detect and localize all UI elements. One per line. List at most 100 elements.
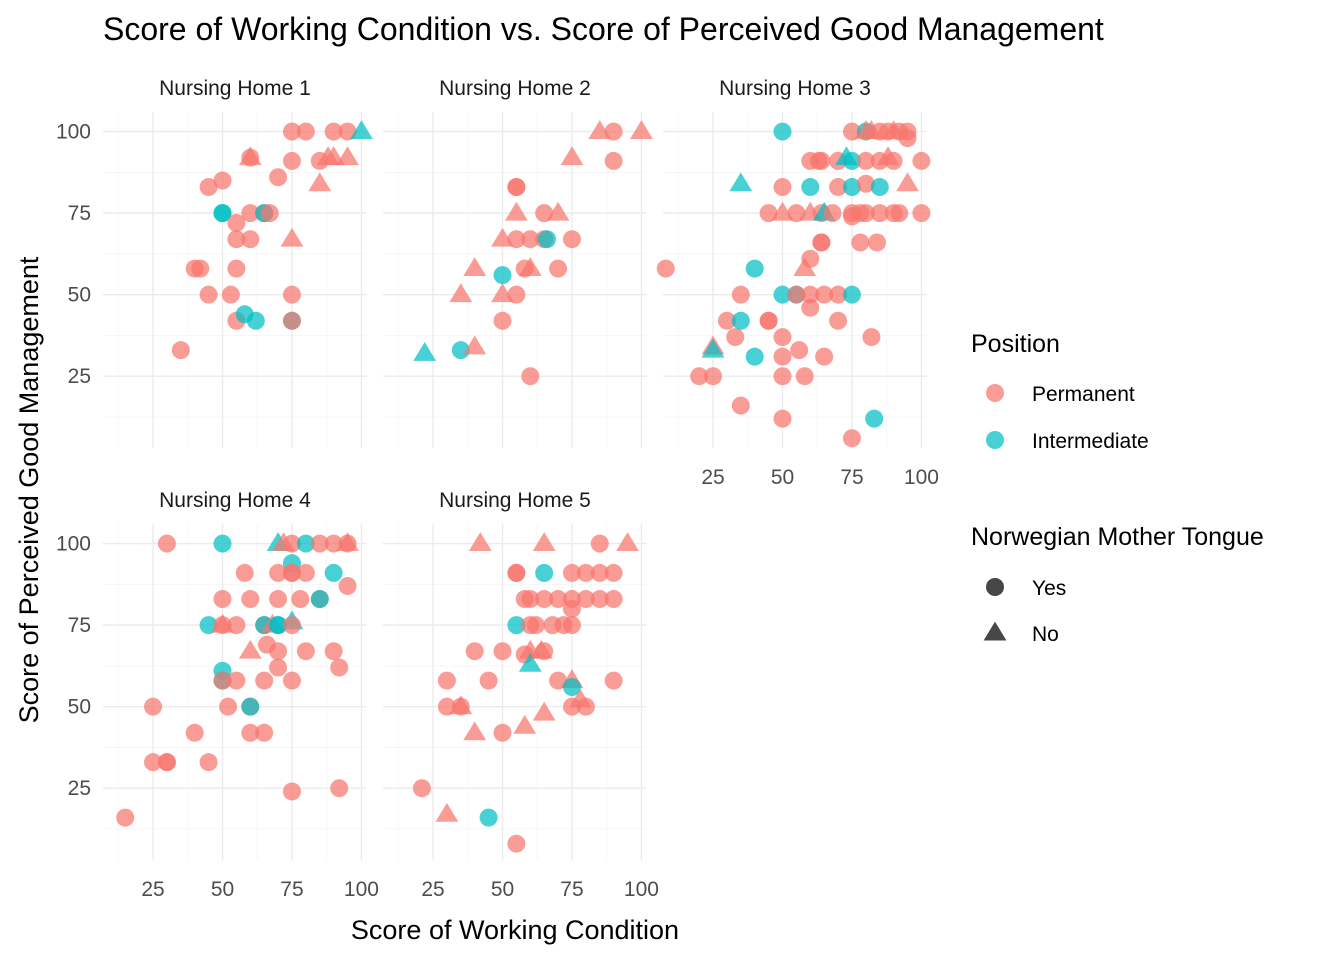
points-nursing-home-1 xyxy=(171,120,373,360)
data-point xyxy=(829,178,848,197)
data-point xyxy=(812,233,831,252)
data-point xyxy=(729,172,753,192)
data-point xyxy=(801,285,820,304)
data-point xyxy=(310,590,329,609)
data-point xyxy=(493,642,512,661)
y-tick-label: 25 xyxy=(68,777,91,800)
data-point xyxy=(465,642,484,661)
data-point xyxy=(227,213,246,232)
data-point xyxy=(199,753,218,772)
data-point xyxy=(793,257,817,277)
data-point xyxy=(269,563,288,582)
data-point xyxy=(773,285,792,304)
y-tick-label: 50 xyxy=(68,284,91,307)
data-point xyxy=(759,311,778,330)
data-point xyxy=(282,671,301,690)
data-point xyxy=(449,283,473,303)
data-point xyxy=(310,534,329,553)
data-point xyxy=(227,616,246,635)
x-tick-label: 100 xyxy=(904,466,939,489)
data-point xyxy=(269,590,288,609)
data-point xyxy=(560,146,584,166)
data-point xyxy=(324,122,343,141)
data-point xyxy=(280,227,304,247)
facet-panels: Nursing Home 1 25 50 75 100 Nursing Home 2 Nur… xyxy=(56,77,939,901)
data-point xyxy=(851,233,870,252)
data-point xyxy=(576,563,595,582)
data-point xyxy=(823,204,842,223)
data-point xyxy=(731,311,750,330)
facet-strip-label: Nursing Home 5 xyxy=(439,489,591,512)
data-point xyxy=(773,178,792,197)
data-point xyxy=(590,563,609,582)
data-point xyxy=(829,285,848,304)
legend-label-yes: Yes xyxy=(1032,577,1066,600)
x-axis-title: Score of Working Condition xyxy=(351,915,679,945)
data-point xyxy=(518,652,542,672)
data-point xyxy=(255,723,274,742)
data-point xyxy=(282,285,301,304)
data-point xyxy=(890,204,909,223)
data-point xyxy=(213,204,232,223)
legend-position-title: Position xyxy=(971,330,1060,358)
data-point xyxy=(842,285,861,304)
data-point xyxy=(856,204,875,223)
data-point xyxy=(815,347,834,366)
data-point xyxy=(590,590,609,609)
data-point xyxy=(282,782,301,801)
data-point xyxy=(338,576,357,595)
data-point xyxy=(604,122,623,141)
data-point xyxy=(241,697,260,716)
data-point xyxy=(815,285,834,304)
data-point xyxy=(493,266,512,285)
data-point xyxy=(213,171,232,190)
facet-nursing-home-2: Nursing Home 2 xyxy=(383,77,653,448)
data-point xyxy=(884,151,903,170)
data-point xyxy=(282,151,301,170)
data-point xyxy=(507,563,526,582)
data-point xyxy=(576,697,595,716)
data-point xyxy=(562,678,581,697)
data-point xyxy=(227,259,246,278)
data-point xyxy=(185,723,204,742)
facet-nursing-home-3: Nursing Home 3 25 50 75 100 xyxy=(656,77,939,489)
data-point xyxy=(912,204,931,223)
y-tick-label: 50 xyxy=(68,696,91,719)
data-point xyxy=(324,642,343,661)
data-point xyxy=(227,230,246,249)
points-nursing-home-4 xyxy=(116,532,359,827)
data-point xyxy=(330,658,349,677)
legend-label-no: No xyxy=(1032,623,1059,646)
data-point xyxy=(630,120,653,140)
data-point xyxy=(221,285,240,304)
legend-key-yes xyxy=(986,578,1004,596)
data-point xyxy=(238,639,262,659)
points-nursing-home-5 xyxy=(412,532,639,853)
data-point xyxy=(213,534,232,553)
data-point xyxy=(704,367,723,386)
data-point xyxy=(451,341,470,360)
x-tick-label: 50 xyxy=(491,878,514,901)
data-point xyxy=(282,311,301,330)
data-point xyxy=(296,563,315,582)
data-point xyxy=(412,779,431,798)
facet-strip-label: Nursing Home 3 xyxy=(719,77,871,100)
facet-strip-label: Nursing Home 2 xyxy=(439,77,591,100)
data-point xyxy=(463,257,487,277)
data-point xyxy=(282,122,301,141)
data-point xyxy=(616,532,639,552)
data-point xyxy=(282,534,301,553)
data-point xyxy=(537,230,556,249)
data-point xyxy=(829,311,848,330)
data-point xyxy=(870,178,889,197)
data-point xyxy=(260,204,279,223)
data-point xyxy=(213,671,232,690)
data-point xyxy=(199,285,218,304)
x-tick-label: 75 xyxy=(280,878,303,901)
legend: Position Permanent Intermediate Norwegia… xyxy=(971,330,1264,646)
data-point xyxy=(269,616,288,635)
data-point xyxy=(269,168,288,187)
data-point xyxy=(690,367,709,386)
data-point xyxy=(350,120,373,140)
data-point xyxy=(773,367,792,386)
